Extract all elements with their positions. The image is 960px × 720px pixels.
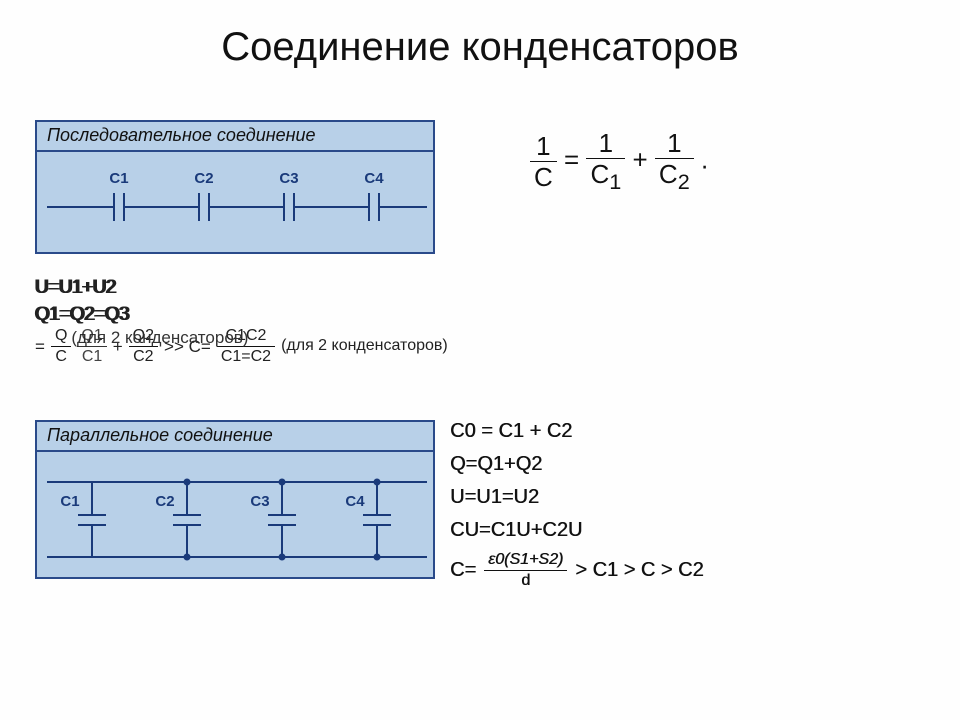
svg-text:C3: C3 [250, 493, 269, 510]
frac-num: Q [51, 328, 71, 347]
den-sub: 2 [678, 169, 690, 194]
series-main-formula: 1C = 1C1 + 1C2 . [530, 130, 708, 193]
parallel-diagram: Параллельное соединение C1 C2 C3 C4 [35, 420, 435, 579]
series-eq-q: Q1=Q2=Q3 [35, 302, 448, 329]
equals-icon: = [35, 335, 45, 359]
frac-num: ε0(S1+S2) [484, 552, 567, 571]
frac-den: C2 [655, 159, 694, 193]
series-diagram: Последовательное соединение C1 C2 C3 C4 [35, 120, 435, 254]
frac-den: C [51, 347, 71, 365]
series-eq-fracs: = QC (для 2 конденсаторов) Q1C1 + Q2C2 >… [35, 328, 448, 365]
frac-num: 1 [530, 133, 557, 162]
series-equations: U=U1+U2 Q1=Q2=Q3 = QC (для 2 конденсатор… [35, 275, 448, 365]
svg-text:C4: C4 [364, 170, 384, 187]
parallel-equations: C0 = C1 + C2 Q=Q1+Q2 U=U1=U2 CU=C1U+C2U … [450, 420, 704, 599]
frac-num: 1 [655, 130, 694, 159]
svg-text:C1: C1 [109, 170, 128, 187]
parallel-eq-final: C= ε0(S1+S2)d > C1 > C > C2 [450, 552, 704, 589]
eq-suffix: > C1 > C > C2 [575, 559, 703, 582]
frac-den: C [530, 162, 557, 190]
frac-num: Q1 [77, 328, 106, 347]
frac-den: C1 [77, 347, 106, 365]
parallel-circuit-svg: C1 C2 C3 C4 [37, 452, 433, 577]
parallel-eq-cu: CU=C1U+C2U [450, 519, 704, 542]
den-sym: C [590, 159, 609, 189]
series-note: (для 2 конденсаторов) [281, 335, 448, 357]
svg-text:C2: C2 [194, 170, 213, 187]
svg-text:C4: C4 [345, 493, 365, 510]
series-diagram-header: Последовательное соединение [37, 122, 433, 152]
den-sym: C [659, 159, 678, 189]
parallel-diagram-header: Параллельное соединение [37, 422, 433, 452]
frac-num: 1 [586, 130, 625, 159]
series-eq-u: U=U1+U2 [35, 275, 448, 302]
overlap-text: (для 2 конденсаторов) Q1C1 [77, 328, 106, 365]
parallel-eq-u: U=U1=U2 [450, 486, 704, 509]
eq-prefix: C= [450, 559, 476, 582]
parallel-eq-q: Q=Q1+Q2 [450, 453, 704, 476]
page-title: Соединение конденсаторов [0, 25, 960, 70]
svg-text:C3: C3 [279, 170, 298, 187]
frac-den: d [484, 571, 567, 589]
svg-text:C1: C1 [60, 493, 79, 510]
svg-text:C2: C2 [155, 493, 174, 510]
frac-den: C1 [586, 159, 625, 193]
series-circuit-svg: C1 C2 C3 C4 [37, 152, 433, 252]
parallel-eq-c: C0 = C1 + C2 [450, 420, 704, 443]
den-sub: 1 [609, 169, 621, 194]
